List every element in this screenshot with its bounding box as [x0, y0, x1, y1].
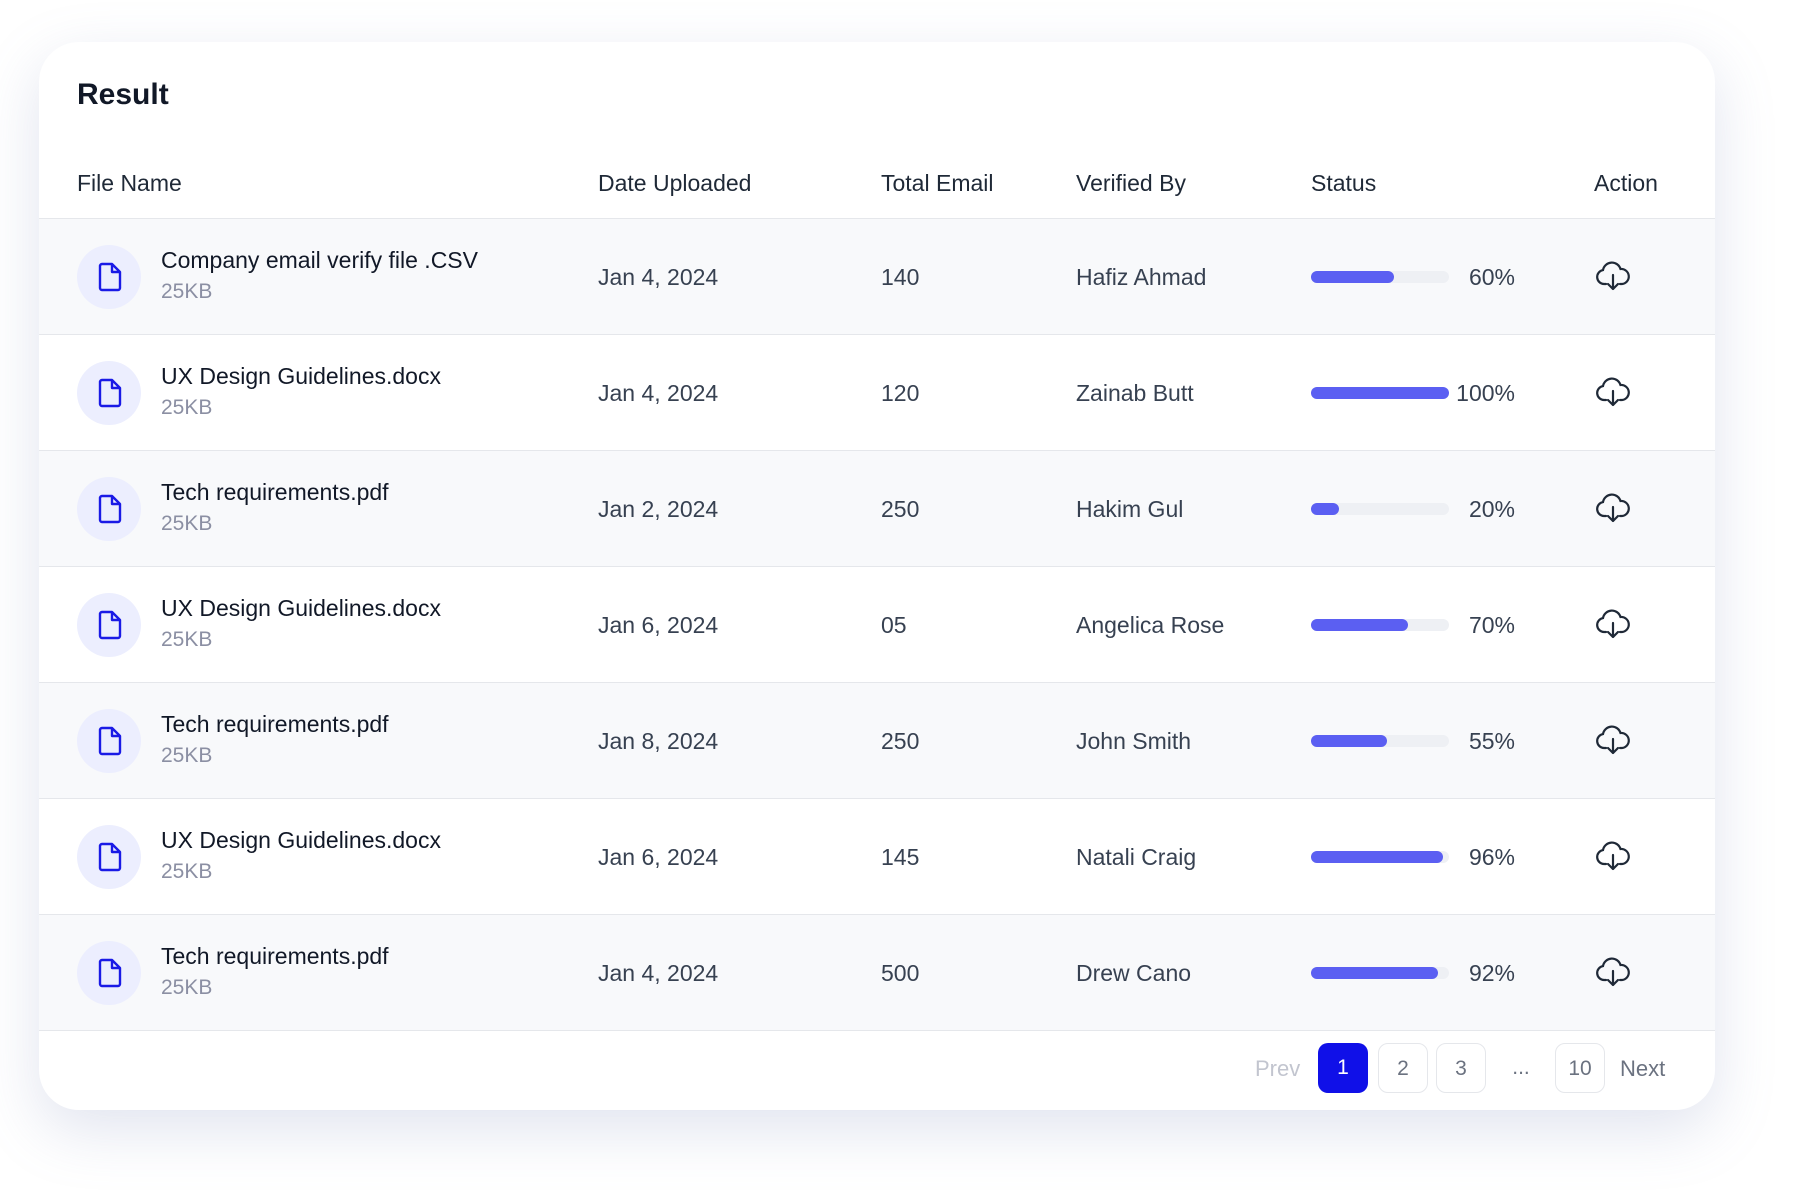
file-size: 25KB — [161, 396, 213, 419]
progress-fill — [1311, 503, 1339, 515]
download-button[interactable] — [1595, 955, 1631, 991]
file-icon — [77, 709, 141, 773]
column-header: Status — [1311, 170, 1377, 196]
date-uploaded: Jan 6, 2024 — [598, 612, 719, 638]
file-icon — [77, 477, 141, 541]
progress-fill — [1311, 967, 1438, 979]
status-label: 92% — [1468, 960, 1515, 986]
header-divider — [39, 218, 1715, 219]
file-icon — [77, 245, 141, 309]
download-button[interactable] — [1595, 723, 1631, 759]
total-email: 05 — [881, 612, 907, 638]
status-label: 96% — [1468, 844, 1515, 870]
total-email: 250 — [881, 728, 920, 754]
file-icon — [77, 825, 141, 889]
verified-by: Drew Cano — [1076, 960, 1192, 986]
file-size: 25KB — [161, 744, 213, 767]
progress-fill — [1311, 387, 1449, 399]
download-button[interactable] — [1595, 375, 1631, 411]
column-header: File Name — [77, 170, 182, 196]
column-header: Verified By — [1076, 170, 1186, 196]
progress-fill — [1311, 735, 1387, 747]
file-size: 25KB — [161, 280, 213, 303]
next-button[interactable]: Next — [1620, 1056, 1666, 1081]
file-name: UX Design Guidelines.docx — [161, 363, 441, 389]
file-icon — [77, 593, 141, 657]
file-icon — [77, 361, 141, 425]
page-button: ... — [1512, 1056, 1530, 1079]
verified-by: Angelica Rose — [1076, 612, 1225, 638]
file-size: 25KB — [161, 976, 213, 999]
date-uploaded: Jan 6, 2024 — [598, 844, 719, 870]
date-uploaded: Jan 8, 2024 — [598, 728, 719, 754]
verified-by: Natali Craig — [1076, 844, 1197, 870]
verified-by: Hafiz Ahmad — [1076, 264, 1207, 290]
date-uploaded: Jan 4, 2024 — [598, 264, 719, 290]
progress-fill — [1311, 271, 1394, 283]
progress-track — [1311, 503, 1449, 515]
page-button[interactable]: 1 — [1318, 1043, 1368, 1093]
download-button[interactable] — [1595, 607, 1631, 643]
column-header: Date Uploaded — [598, 170, 752, 196]
status-label: 70% — [1468, 612, 1515, 638]
page-button[interactable]: 3 — [1436, 1043, 1486, 1093]
verified-by: John Smith — [1076, 728, 1192, 754]
progress-fill — [1311, 851, 1444, 863]
total-email: 140 — [881, 264, 920, 290]
status-label: 55% — [1468, 728, 1515, 754]
column-header: Action — [1594, 170, 1658, 196]
column-header: Total Email — [881, 170, 994, 196]
total-email: 250 — [881, 496, 920, 522]
download-button[interactable] — [1595, 839, 1631, 875]
date-uploaded: Jan 4, 2024 — [598, 960, 719, 986]
file-name: Tech requirements.pdf — [161, 711, 389, 737]
card-title: Result — [77, 78, 169, 111]
prev-button[interactable]: Prev — [1255, 1056, 1301, 1081]
file-size: 25KB — [161, 860, 213, 883]
download-button[interactable] — [1595, 259, 1631, 295]
download-button[interactable] — [1595, 491, 1631, 527]
verified-by: Hakim Gul — [1076, 496, 1184, 522]
date-uploaded: Jan 4, 2024 — [598, 380, 719, 406]
file-name: UX Design Guidelines.docx — [161, 595, 441, 621]
total-email: 500 — [881, 960, 920, 986]
date-uploaded: Jan 2, 2024 — [598, 496, 719, 522]
file-size: 25KB — [161, 512, 213, 535]
total-email: 120 — [881, 380, 920, 406]
page-button[interactable]: 2 — [1378, 1043, 1428, 1093]
file-name: Company email verify file .CSV — [161, 247, 478, 273]
verified-by: Zainab Butt — [1076, 380, 1194, 406]
progress-fill — [1311, 619, 1408, 631]
file-icon — [77, 941, 141, 1005]
status-label: 60% — [1468, 264, 1515, 290]
file-size: 25KB — [161, 628, 213, 651]
file-name: UX Design Guidelines.docx — [161, 827, 441, 853]
total-email: 145 — [881, 844, 920, 870]
status-label: 100% — [1456, 380, 1515, 406]
page-button[interactable]: 10 — [1555, 1043, 1605, 1093]
file-name: Tech requirements.pdf — [161, 479, 389, 505]
status-label: 20% — [1468, 496, 1515, 522]
file-name: Tech requirements.pdf — [161, 943, 389, 969]
